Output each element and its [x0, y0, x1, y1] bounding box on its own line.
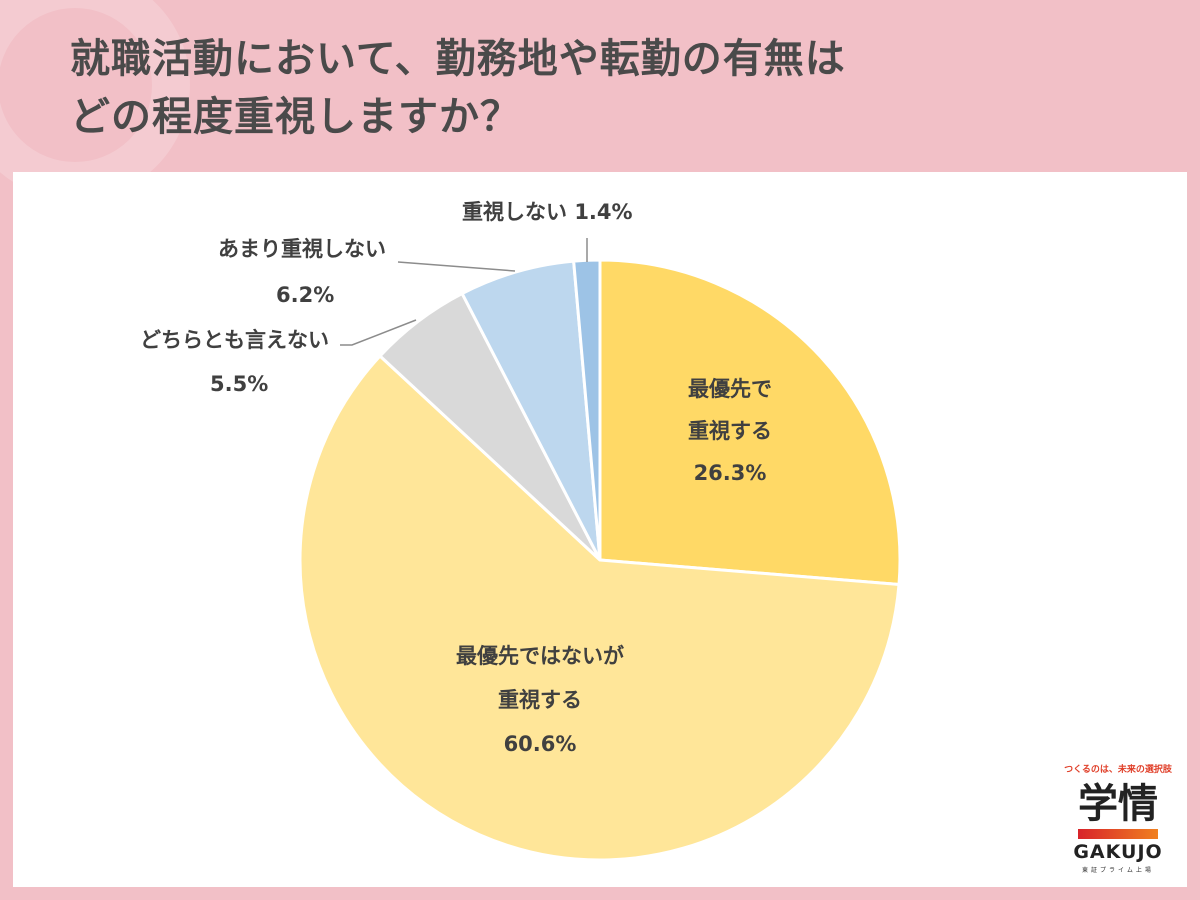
slice-label-neutral: どちらとも言えない 5.5%: [140, 318, 340, 406]
logo-tagline: つくるのは、未来の選択肢: [1064, 765, 1172, 775]
label-value: 26.3%: [693, 461, 767, 485]
logo-gradient-bar: [1078, 829, 1158, 839]
leader-lines: [340, 238, 588, 346]
logo-kanji: 学情: [1078, 781, 1158, 827]
page-title: 就職活動において、勤務地や転勤の有無は どの程度重視しますか？: [70, 30, 846, 146]
slice-label-not-important: 重視しない 1.4%: [462, 198, 633, 226]
pie-slices: [298, 258, 902, 862]
logo-english: GAKUJO: [1073, 841, 1163, 863]
slice-label-top-priority: 最優先で 重視する 26.3%: [640, 368, 820, 494]
pie-slice: [298, 353, 901, 862]
logo-sub: 東証プライム上場: [1082, 867, 1154, 874]
title-line-2: どの程度重視しますか？: [70, 94, 521, 140]
label-text: どちらとも言えない: [140, 328, 329, 352]
label-value: 5.5%: [210, 372, 269, 396]
title-line-1: 就職活動において、勤務地や転勤の有無は: [70, 36, 846, 82]
label-value: 6.2%: [276, 283, 335, 307]
pie-slice: [598, 258, 902, 587]
label-text: 重視する: [688, 419, 772, 443]
label-value: 60.6%: [503, 732, 577, 756]
label-text: 重視しない: [462, 200, 567, 224]
slice-label-important-not-top: 最優先ではないが 重視する 60.6%: [420, 634, 660, 766]
label-value: 1.4%: [574, 200, 633, 224]
leader-line-somewhat-not-important: [397, 261, 516, 272]
label-text: 最優先ではないが: [456, 644, 624, 668]
label-text: 重視する: [498, 688, 582, 712]
slice-label-somewhat-not-important: あまり重視しない 6.2%: [218, 226, 408, 318]
leader-line-neutral: [340, 319, 417, 346]
gakujo-logo: つくるのは、未来の選択肢 学情 GAKUJO 東証プライム上場: [1050, 762, 1186, 874]
label-text: あまり重視しない: [218, 237, 386, 261]
label-text: 最優先で: [688, 377, 772, 401]
pie-slice: [460, 259, 602, 561]
